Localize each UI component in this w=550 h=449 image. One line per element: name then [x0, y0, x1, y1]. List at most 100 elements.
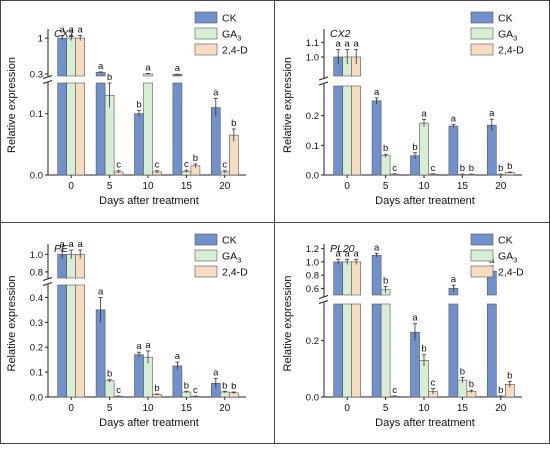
legend-swatch-d24	[470, 43, 494, 56]
significance-letter: a	[374, 87, 380, 98]
axis-break-mark	[42, 282, 53, 286]
gene-title: PL20	[330, 243, 355, 255]
significance-letter: b	[469, 163, 474, 174]
bar-ga3	[342, 85, 352, 176]
significance-letter: a	[78, 25, 84, 36]
gene-title: CX1	[54, 28, 74, 40]
legend-swatch-ga3	[194, 27, 218, 40]
significance-letter: a	[175, 351, 181, 362]
x-tick-label: 20	[219, 403, 231, 414]
significance-letter: a	[98, 286, 104, 297]
bar-ga3	[66, 37, 76, 77]
significance-letter: b	[154, 383, 159, 394]
legend-swatch-ga3	[470, 249, 494, 262]
x-tick-label: 5	[383, 181, 389, 192]
bar-ck	[333, 85, 344, 176]
significance-letter: c	[431, 378, 436, 389]
bar-ck	[448, 125, 459, 176]
significance-letter: b	[231, 118, 236, 129]
y-tick-label: 0.3	[30, 69, 43, 80]
significance-letter: a	[489, 108, 495, 119]
axis-break-mark	[318, 295, 329, 299]
bar-ck	[410, 331, 420, 398]
panel-pl20: 0.0 0.2 0.6 0.8 1.0 1.2 Relative expression Day…	[282, 233, 524, 429]
legend-swatch-ck	[470, 11, 494, 24]
x-axis-label: Days after treatment	[375, 195, 475, 207]
bar-ck	[95, 309, 106, 398]
legend-swatch-d24	[194, 43, 218, 56]
legend-swatch-ga3	[470, 27, 494, 40]
significance-letter: c	[116, 385, 121, 396]
significance-letter: a	[345, 39, 351, 50]
significance-letter: a	[69, 239, 75, 250]
bar-ga3	[342, 303, 352, 398]
legend-label-d24: 2,4-D	[222, 45, 248, 57]
bar-d24	[351, 303, 361, 398]
axis-break-gap	[319, 296, 523, 303]
y-tick-label: 0.0	[30, 393, 43, 404]
significance-letter: a	[136, 341, 142, 352]
x-tick-label: 10	[142, 403, 154, 414]
significance-letter: c	[222, 160, 227, 171]
legend-swatch-ck	[470, 233, 494, 246]
significance-letter: c	[392, 385, 397, 396]
bar-d24	[351, 85, 361, 176]
legend-swatch-d24	[194, 265, 218, 278]
legend-swatch-ck	[194, 233, 218, 246]
x-tick-label: 0	[68, 403, 74, 414]
significance-letter: c	[184, 159, 189, 170]
significance-letter: c	[193, 385, 198, 396]
bar-ga3	[66, 284, 76, 398]
x-tick-label: 5	[107, 403, 113, 414]
y-tick-label: 0.2	[30, 343, 43, 354]
legend-label-d24: 2,4-D	[498, 267, 524, 279]
significance-letter: b	[460, 163, 465, 174]
x-tick-label: 5	[107, 181, 113, 192]
bar-ck	[487, 124, 497, 176]
significance-letter: c	[392, 163, 397, 174]
panel-cx2: 0.0 0.1 0.2 1.0 1.1 Relative expression Days a…	[282, 11, 524, 207]
bar-ck	[371, 303, 382, 398]
x-tick-label: 15	[457, 181, 469, 192]
significance-letter: a	[451, 274, 457, 285]
axis-break-mark	[318, 76, 329, 81]
legend-label-ga3: GA3	[222, 251, 241, 265]
x-axis-label: Days after treatment	[375, 417, 475, 429]
significance-letter: b	[107, 72, 112, 83]
y-tick-label: 0.0	[306, 171, 319, 182]
y-tick-label: 0.0	[306, 393, 319, 404]
significance-letter: b	[412, 142, 417, 153]
x-tick-label: 15	[181, 403, 193, 414]
significance-letter: c	[116, 160, 121, 171]
bar-ck	[57, 284, 68, 398]
legend-label-ga3: GA3	[498, 29, 517, 43]
significance-letter: b	[421, 344, 426, 355]
significance-letter: a	[374, 242, 380, 253]
y-tick-label: 1.1	[306, 38, 319, 49]
bar-ga3	[380, 303, 391, 398]
axis-break-mark	[318, 81, 329, 86]
bar-ck	[487, 303, 497, 398]
significance-letter: b	[231, 381, 236, 392]
x-tick-label: 20	[219, 181, 231, 192]
bar-ck	[172, 82, 183, 176]
significance-letter: a	[60, 239, 66, 250]
significance-letter: a	[213, 367, 219, 378]
significance-letter: a	[213, 87, 219, 98]
y-tick-label: 0.3	[30, 318, 43, 329]
legend-label-ga3: GA3	[222, 29, 241, 43]
x-tick-label: 10	[418, 181, 430, 192]
y-tick-label: 1.0	[30, 250, 43, 261]
significance-letter: a	[60, 25, 66, 36]
significance-letter: a	[69, 25, 75, 36]
legend-label-ck: CK	[222, 13, 237, 25]
significance-letter: a	[345, 248, 351, 259]
bar-ck	[172, 365, 183, 398]
axis-break-gap	[43, 76, 247, 83]
significance-letter: a	[78, 239, 84, 250]
legend-swatch-ga3	[194, 249, 218, 262]
bar-ck	[134, 113, 144, 176]
significance-letter: a	[98, 61, 104, 72]
x-tick-label: 0	[68, 181, 74, 192]
